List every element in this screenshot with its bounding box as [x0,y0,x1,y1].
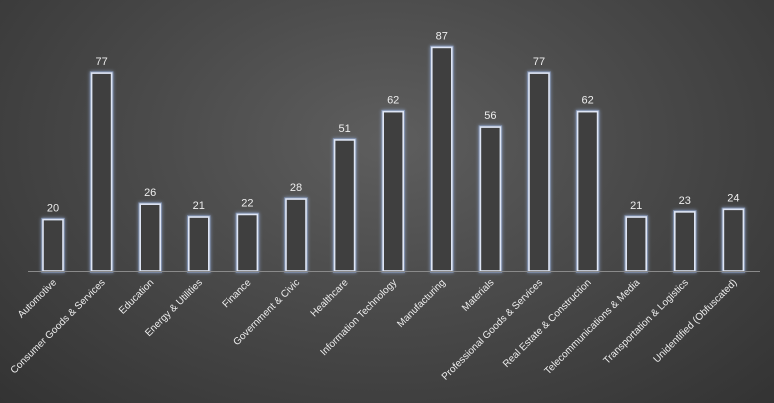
data-label-information-technology: 62 [387,95,399,107]
bar-unidentified-obfuscated [722,208,745,272]
data-label-healthcare: 51 [338,123,350,135]
bar-manufacturing [430,46,453,272]
data-label-transportation-logistics: 23 [679,195,691,207]
bar-transportation-logistics [673,211,696,272]
bars [41,45,746,273]
data-label-government-civic: 28 [290,182,302,194]
bar-professional-goods-services [528,72,550,272]
bar-finance [236,213,259,272]
tick-label-professional-goods-services: Professional Goods & Services [440,277,545,382]
tick-label-transportation-logistics: Transportation & Logistics [602,277,691,366]
data-label-telecommunications-media: 21 [630,200,642,212]
data-label-consumer-goods-services: 77 [95,56,107,68]
tick-label-automotive: Automotive [16,277,59,320]
data-label-automotive: 20 [47,203,59,215]
tick-label-education: Education [117,277,156,316]
data-label-materials: 56 [484,110,496,122]
data-label-real-estate-construction: 62 [581,95,593,107]
data-label-unidentified-obfuscated: 24 [727,192,739,204]
data-label-professional-goods-services: 77 [533,56,545,68]
bar-energy-utilities [188,216,210,272]
data-label-energy-utilities: 21 [193,200,205,212]
bar-automotive [42,218,64,272]
bar-education [139,203,161,272]
data-label-manufacturing: 87 [436,30,448,42]
tick-label-materials: Materials [460,277,496,313]
data-label-education: 26 [144,187,156,199]
tick-label-healthcare: Healthcare [309,277,351,319]
tick-label-consumer-goods-services: Consumer Goods & Services [9,277,108,376]
data-labels: 20 77 26 21 22 28 51 62 87 56 77 62 21 23 24 [47,30,740,214]
tick-label-real-estate-construction: Real Estate & Construction [501,277,594,370]
bar-information-technology [382,110,405,272]
bar-healthcare [333,139,356,272]
bar-consumer-goods-services [90,72,113,272]
data-label-finance: 22 [241,197,253,209]
bar-real-estate-construction [576,110,599,272]
bar-government-civic [285,198,307,272]
tick-label-manufacturing: Manufacturing [395,277,448,330]
tick-label-telecommunications-media: Telecommunications & Media [543,277,643,377]
bar-telecommunications-media [625,216,648,272]
tick-label-unidentified-obfuscated: Unidentified (Obfuscated) [652,277,740,365]
bar-materials [479,126,502,272]
tick-label-finance: Finance [221,277,254,310]
